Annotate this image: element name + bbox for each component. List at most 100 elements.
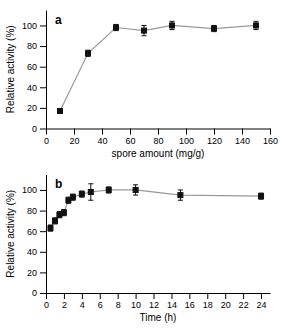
x-tick-mark bbox=[270, 129, 271, 135]
y-axis: 020406080100 bbox=[22, 175, 47, 298]
x-tick: 100 bbox=[179, 129, 194, 146]
x-tick: 12 bbox=[149, 293, 159, 310]
x-tick-mark bbox=[82, 293, 83, 299]
error-bar bbox=[212, 25, 217, 31]
x-tick: 80 bbox=[153, 129, 163, 146]
marker bbox=[133, 187, 138, 192]
x-tick-mark bbox=[186, 129, 187, 135]
y-tick: 80 bbox=[27, 41, 46, 51]
error-bar bbox=[114, 24, 119, 30]
marker bbox=[106, 187, 111, 192]
y-tick-mark bbox=[40, 252, 46, 253]
y-tick-mark bbox=[40, 231, 46, 232]
y-tick-label: 80 bbox=[27, 41, 37, 51]
y-tick-mark bbox=[40, 293, 46, 294]
panel: 0 20 40 60 80 100 120 140 160 0 20 40 60 80 100 spore a… bbox=[5, 11, 278, 159]
x-tick: 24 bbox=[257, 293, 267, 310]
y-tick: 100 bbox=[22, 21, 46, 31]
plot-area bbox=[58, 21, 259, 113]
x-tick: 140 bbox=[235, 129, 250, 146]
x-tick: 16 bbox=[185, 293, 195, 310]
x-tick-label: 18 bbox=[203, 300, 213, 310]
x-tick: 120 bbox=[207, 129, 222, 146]
error-bar bbox=[254, 21, 259, 29]
marker bbox=[178, 193, 183, 198]
error-bar bbox=[142, 25, 147, 35]
error-bar bbox=[178, 190, 183, 200]
x-tick-label: 8 bbox=[116, 300, 121, 310]
y-tick-mark bbox=[40, 272, 46, 273]
error-bar bbox=[106, 187, 111, 193]
x-tick-label: 16 bbox=[185, 300, 195, 310]
x-tick-mark bbox=[102, 129, 103, 135]
error-bar bbox=[70, 194, 75, 200]
y-tick: 80 bbox=[27, 206, 46, 216]
y-axis-line bbox=[46, 175, 47, 294]
y-tick-mark bbox=[40, 87, 46, 88]
marker bbox=[70, 195, 75, 200]
error-bar bbox=[170, 21, 175, 29]
panel-label: a bbox=[55, 13, 62, 27]
y-tick-label: 80 bbox=[27, 206, 37, 216]
x-tick-mark bbox=[64, 293, 65, 299]
marker bbox=[142, 28, 147, 33]
error-bar bbox=[61, 210, 66, 216]
x-axis: 024681012141618202224 bbox=[44, 293, 271, 310]
marker bbox=[212, 26, 217, 31]
x-axis-title: spore amount (mg/g) bbox=[112, 148, 205, 159]
x-tick: 6 bbox=[98, 293, 103, 310]
panel: 024681012141618202224020406080100Time (h… bbox=[5, 175, 271, 323]
error-bar bbox=[58, 109, 63, 113]
figure: 020406080100120140160020406080100spore a… bbox=[0, 0, 282, 329]
x-tick: 4 bbox=[80, 293, 85, 310]
error-bar bbox=[86, 50, 91, 56]
x-tick-mark bbox=[261, 293, 262, 299]
y-tick-mark bbox=[40, 211, 46, 212]
marker bbox=[48, 226, 53, 231]
error-bar bbox=[259, 193, 264, 199]
marker bbox=[170, 23, 175, 28]
line bbox=[60, 25, 256, 111]
y-tick-mark bbox=[40, 108, 46, 109]
y-tick-mark bbox=[40, 190, 46, 191]
x-tick-label: 60 bbox=[125, 136, 135, 146]
panel-label: b bbox=[55, 177, 62, 191]
x-tick-mark bbox=[225, 293, 226, 299]
x-tick-mark bbox=[242, 129, 243, 135]
marker bbox=[88, 190, 93, 195]
marker bbox=[61, 210, 66, 215]
y-tick: 0 bbox=[32, 288, 46, 298]
y-tick: 20 bbox=[27, 268, 46, 278]
x-tick-label: 4 bbox=[80, 300, 85, 310]
y-tick-mark bbox=[40, 67, 46, 68]
marker bbox=[259, 194, 264, 199]
x-tick-label: 140 bbox=[235, 136, 250, 146]
x-tick-mark bbox=[46, 293, 47, 299]
x-tick-mark bbox=[46, 129, 47, 135]
y-tick: 60 bbox=[27, 227, 46, 237]
x-tick-mark bbox=[118, 293, 119, 299]
y-tick: 60 bbox=[27, 62, 46, 72]
x-tick: 22 bbox=[239, 293, 249, 310]
x-tick-label: 120 bbox=[207, 136, 222, 146]
x-tick-label: 2 bbox=[62, 300, 67, 310]
x-tick-label: 160 bbox=[263, 136, 278, 146]
y-tick-mark bbox=[40, 46, 46, 47]
marker bbox=[114, 25, 119, 30]
y-axis-title: Relative activity (%) bbox=[5, 190, 16, 278]
x-tick: 2 bbox=[62, 293, 67, 310]
y-tick: 0 bbox=[32, 124, 46, 134]
y-tick: 40 bbox=[27, 83, 46, 93]
y-axis: 0 20 40 60 80 100 bbox=[22, 11, 47, 134]
x-tick: 8 bbox=[116, 293, 121, 310]
line bbox=[50, 190, 261, 228]
x-tick-mark bbox=[100, 293, 101, 299]
x-axis-line bbox=[47, 293, 271, 294]
x-tick-mark bbox=[243, 293, 244, 299]
x-tick: 10 bbox=[131, 293, 141, 310]
x-tick-label: 6 bbox=[98, 300, 103, 310]
x-tick-label: 12 bbox=[149, 300, 159, 310]
x-axis-title: Time (h) bbox=[140, 312, 177, 323]
x-tick-mark bbox=[171, 293, 172, 299]
y-tick-label: 20 bbox=[27, 103, 37, 113]
